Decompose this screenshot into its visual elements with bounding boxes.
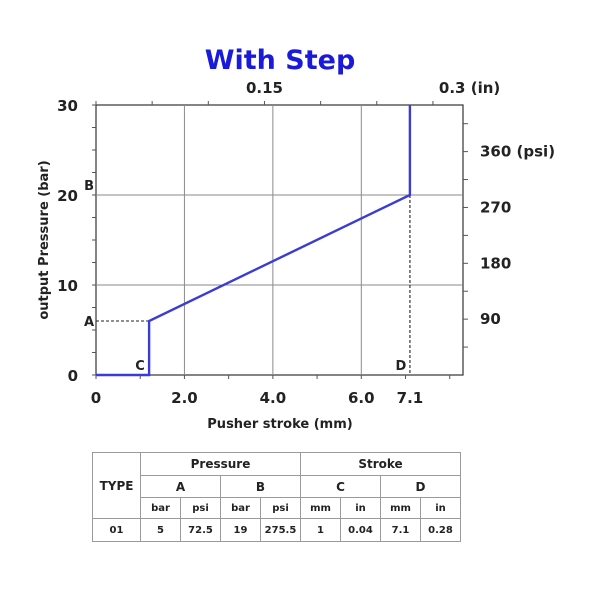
series-line — [96, 105, 412, 377]
spec-table: TYPE Pressure Stroke A B C D bar psi bar… — [92, 452, 461, 542]
x2-tick-label: 0.3 (in) — [439, 79, 500, 97]
unit-cell: mm — [380, 497, 421, 519]
x-tick-label: 7.1 — [397, 389, 424, 407]
y-tick-label: 30 — [57, 97, 78, 115]
column-a-header: A — [140, 475, 221, 498]
marker-label-a: A — [84, 315, 94, 330]
x-tick-label: 6.0 — [348, 389, 375, 407]
value-cell: 72.5 — [180, 518, 221, 542]
y2-tick-label: 90 — [480, 310, 501, 328]
x-tick-label: 4.0 — [260, 389, 287, 407]
type-cell: 01 — [92, 518, 141, 542]
unit-cell: bar — [140, 497, 181, 519]
value-cell: 7.1 — [380, 518, 421, 542]
chart-title: With Step — [205, 45, 356, 76]
y2-tick-label: 180 — [480, 254, 511, 272]
marker-label-b: B — [84, 179, 94, 194]
grid — [96, 105, 463, 375]
x-tick-label: 0 — [91, 389, 101, 407]
y2-tick-label: 270 — [480, 198, 511, 216]
unit-cell: in — [340, 497, 381, 519]
column-b-header: B — [220, 475, 301, 498]
unit-cell: bar — [220, 497, 261, 519]
y-tick-label: 20 — [57, 187, 78, 205]
unit-cell: in — [420, 497, 461, 519]
value-cell: 0.04 — [340, 518, 381, 542]
point-markers: A B C D — [84, 179, 407, 374]
pressure-stroke-chart: With Step 0 2.0 4.0 6.0 7.1 0 10 20 30 0.15 0.3 (i… — [37, 45, 555, 432]
pressure-header: Pressure — [140, 452, 301, 476]
column-c-header: C — [300, 475, 381, 498]
value-cell: 0.28 — [420, 518, 461, 542]
minor-ticks — [92, 101, 468, 379]
y-tick-label: 0 — [68, 367, 78, 385]
unit-cell: psi — [180, 497, 221, 519]
plot-frame — [95, 104, 464, 376]
unit-cell: mm — [300, 497, 341, 519]
unit-cell: psi — [260, 497, 301, 519]
table-row: 01 5 72.5 19 275.5 1 0.04 7.1 0.28 — [92, 518, 461, 542]
column-d-header: D — [380, 475, 461, 498]
series — [96, 105, 412, 377]
value-cell: 5 — [140, 518, 181, 542]
type-header: TYPE — [92, 452, 141, 519]
y-tick-label: 10 — [57, 277, 78, 295]
tick-labels: 0 2.0 4.0 6.0 7.1 0 10 20 30 0.15 0.3 (in) 90 180 270… — [57, 79, 555, 407]
guide-lines — [96, 195, 411, 375]
x-axis-label: Pusher stroke (mm) — [207, 417, 352, 432]
y-axis-label: output Pressure (bar) — [37, 160, 52, 319]
stroke-header: Stroke — [300, 452, 461, 476]
x2-tick-label: 0.15 — [246, 79, 283, 97]
y2-tick-label: 360 (psi) — [480, 143, 555, 161]
marker-label-c: C — [135, 359, 145, 374]
marker-label-d: D — [396, 359, 407, 374]
value-cell: 19 — [220, 518, 261, 542]
value-cell: 275.5 — [260, 518, 301, 542]
x-tick-label: 2.0 — [171, 389, 198, 407]
value-cell: 1 — [300, 518, 341, 542]
